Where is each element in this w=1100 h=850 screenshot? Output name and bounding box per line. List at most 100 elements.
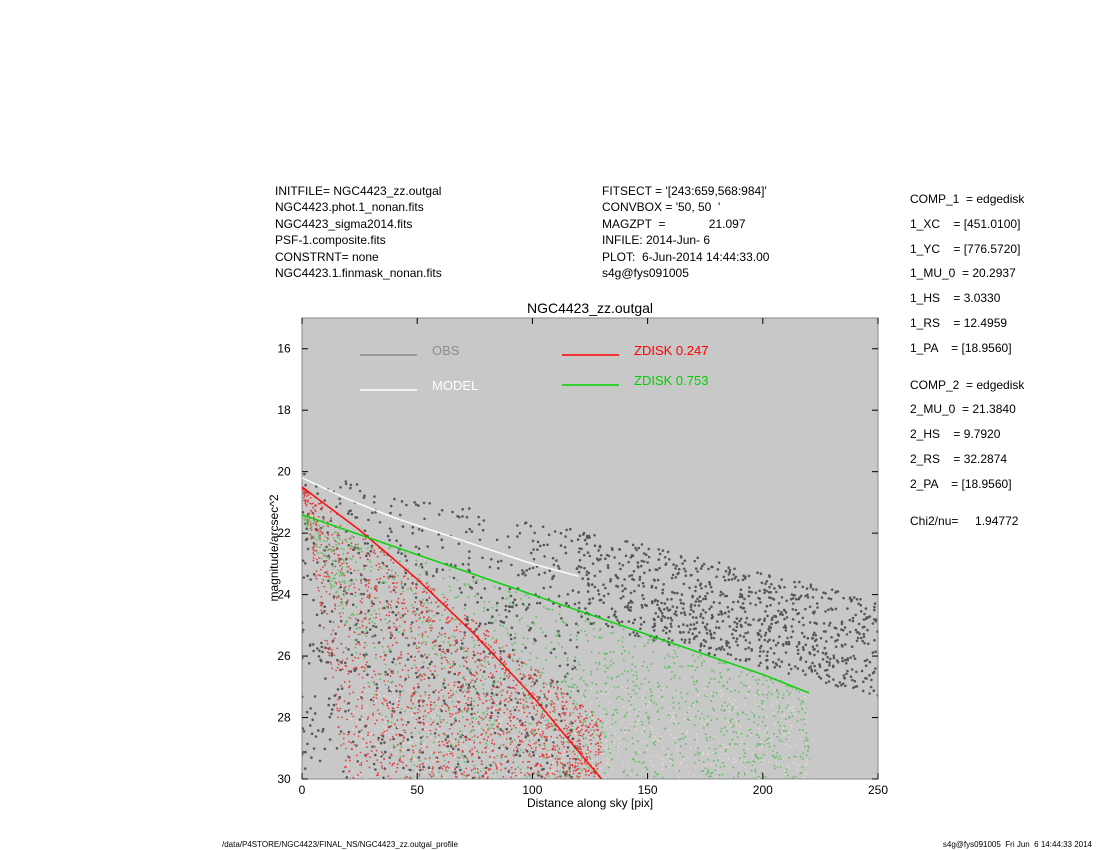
model-point xyxy=(606,745,609,747)
model-point xyxy=(805,762,808,765)
obs-point xyxy=(347,648,350,651)
model-point xyxy=(314,575,317,577)
model-point xyxy=(642,660,645,663)
obs-point xyxy=(482,670,486,673)
obs-point xyxy=(657,548,660,551)
model-point xyxy=(489,672,492,674)
obs-point xyxy=(855,685,859,688)
model-point xyxy=(727,777,730,779)
obs-point xyxy=(732,600,735,604)
obs-point xyxy=(765,654,769,658)
model-point xyxy=(499,724,502,727)
model-point xyxy=(351,748,353,751)
obs-point xyxy=(874,650,877,653)
model-point xyxy=(796,769,799,771)
model-point xyxy=(491,706,493,708)
model-point xyxy=(647,681,650,684)
obs-point xyxy=(463,631,467,634)
model-point xyxy=(420,714,423,716)
obs-point xyxy=(381,738,384,741)
model-point xyxy=(322,566,324,568)
obs-point xyxy=(466,760,470,763)
model-point xyxy=(480,717,483,719)
model-point xyxy=(541,712,544,715)
model-point xyxy=(721,753,724,756)
model-point xyxy=(472,650,475,653)
model-point xyxy=(390,690,393,693)
model-point xyxy=(399,696,401,699)
model-point xyxy=(576,745,579,747)
model-point xyxy=(641,762,644,764)
model-point xyxy=(381,715,384,718)
model-point xyxy=(323,585,326,588)
model-point xyxy=(785,685,788,687)
obs-point xyxy=(745,616,749,620)
obs-point xyxy=(515,603,518,607)
obs-point xyxy=(660,612,664,615)
obs-point xyxy=(834,639,837,643)
obs-point xyxy=(441,546,444,549)
obs-point xyxy=(775,663,779,667)
model-point xyxy=(590,742,593,745)
model-point xyxy=(325,554,328,557)
model-point xyxy=(574,761,577,764)
model-point xyxy=(700,712,703,715)
model-point xyxy=(577,772,580,774)
model-point xyxy=(648,716,651,719)
obs-point xyxy=(852,654,855,658)
model-point xyxy=(678,677,681,680)
obs-point xyxy=(593,574,597,578)
obs-point xyxy=(316,647,319,650)
model-point xyxy=(359,556,362,559)
obs-point xyxy=(497,567,500,570)
obs-point xyxy=(369,698,373,702)
obs-point xyxy=(699,567,703,570)
model-point xyxy=(356,638,359,641)
model-point xyxy=(417,675,420,677)
model-point xyxy=(383,726,385,728)
model-point xyxy=(645,766,647,769)
model-point xyxy=(386,704,388,707)
model-point xyxy=(643,703,645,706)
obs-point xyxy=(367,518,370,522)
obs-point xyxy=(810,636,814,640)
model-point xyxy=(331,577,334,580)
model-point xyxy=(493,682,496,685)
obs-point xyxy=(861,626,865,629)
model-point xyxy=(791,710,793,712)
model-point xyxy=(417,708,420,711)
model-point xyxy=(388,734,391,737)
model-point xyxy=(364,652,367,655)
model-point xyxy=(334,603,336,606)
model-point xyxy=(491,758,494,761)
model-point xyxy=(648,777,651,779)
obs-point xyxy=(630,600,633,604)
obs-point xyxy=(734,575,738,579)
obs-point xyxy=(672,563,675,566)
model-point xyxy=(454,644,456,646)
model-point xyxy=(325,556,328,559)
obs-point xyxy=(339,730,343,733)
obs-point xyxy=(482,650,486,654)
model-point xyxy=(661,691,664,693)
model-point xyxy=(561,703,564,705)
model-point xyxy=(487,644,490,646)
model-point xyxy=(398,700,400,702)
model-point xyxy=(592,628,595,631)
model-point xyxy=(471,748,473,751)
model-point xyxy=(578,705,581,708)
model-point xyxy=(767,685,770,688)
obs-point xyxy=(363,564,366,568)
model-point xyxy=(328,575,330,578)
model-point xyxy=(542,740,545,743)
model-point xyxy=(601,722,604,725)
model-point xyxy=(409,755,411,757)
model-point xyxy=(696,666,699,669)
model-point xyxy=(402,689,405,692)
model-point xyxy=(759,741,762,744)
obs-point xyxy=(463,603,467,607)
model-point xyxy=(458,720,461,723)
obs-point xyxy=(323,499,327,502)
model-point xyxy=(801,715,803,717)
model-point xyxy=(702,727,705,729)
